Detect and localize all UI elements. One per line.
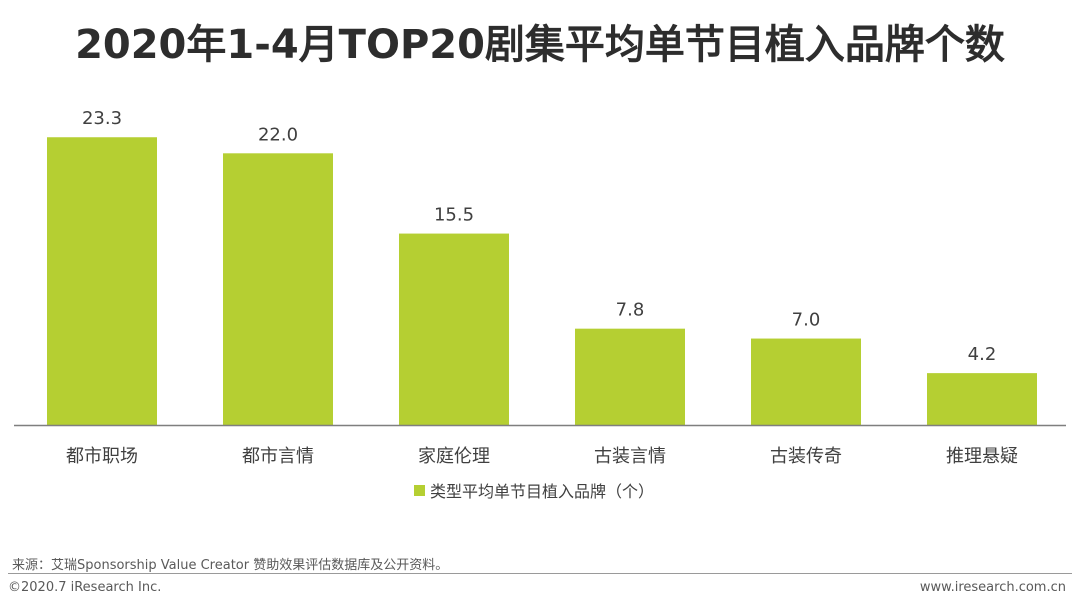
legend-label: 类型平均单节目植入品牌（个） [430, 482, 654, 501]
legend-swatch [414, 485, 425, 496]
source-note: 来源：艾瑞Sponsorship Value Creator 赞助效果评估数据库… [12, 558, 449, 573]
data-label-6: 4.2 [968, 344, 997, 365]
category-label-4: 古装言情 [594, 446, 666, 467]
legend: 类型平均单节目植入品牌（个） [414, 482, 654, 501]
bars-layer [47, 137, 1037, 426]
chart-title: 2020年1-4月TOP20剧集平均单节目植入品牌个数 [75, 22, 1005, 68]
bar-6 [927, 373, 1037, 425]
bar-1 [47, 137, 157, 425]
data-label-3: 15.5 [434, 205, 474, 226]
bar-2 [223, 153, 333, 426]
category-label-3: 家庭伦理 [418, 446, 490, 467]
bar-3 [399, 233, 509, 425]
website-link[interactable]: www.iresearch.com.cn [919, 580, 1066, 595]
data-label-1: 23.3 [82, 108, 122, 129]
data-label-5: 7.0 [792, 310, 821, 331]
category-label-2: 都市言情 [242, 446, 314, 467]
value-labels-layer: 23.3 22.0 15.5 7.8 7.0 4.2 [82, 108, 996, 365]
copyright-text: ©2020.7 iResearch Inc. [8, 580, 162, 595]
category-label-1: 都市职场 [66, 446, 138, 467]
category-labels-layer: 都市职场 都市言情 家庭伦理 古装言情 古装传奇 推理悬疑 [66, 446, 1018, 467]
bar-5 [751, 338, 861, 425]
data-label-4: 7.8 [616, 300, 645, 321]
bar-4 [575, 328, 685, 425]
category-label-6: 推理悬疑 [946, 446, 1018, 467]
footer-divider [8, 573, 1072, 574]
category-label-5: 古装传奇 [770, 446, 842, 467]
data-label-2: 22.0 [258, 124, 298, 145]
